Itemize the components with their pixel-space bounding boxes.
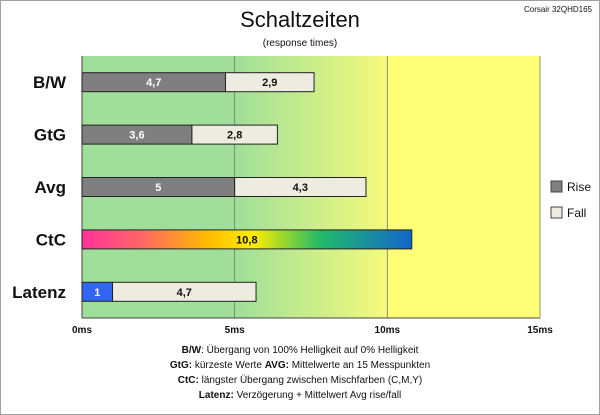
category-label: Latenz — [12, 283, 66, 302]
note-text: Verzögerung + Mittelwert Avg rise/fall — [234, 390, 401, 401]
note-text: längster Übergang zwischen Mischfarben (… — [199, 374, 422, 386]
category-label: GtG — [34, 126, 66, 145]
legend: Rise Fall — [550, 180, 591, 220]
chart-subtitle: (response times) — [263, 38, 337, 49]
data-label-rise: 4,7 — [146, 77, 161, 89]
data-label-fall: 4,3 — [293, 182, 308, 194]
bar-fall — [225, 72, 315, 93]
category-label: Avg — [35, 178, 67, 197]
data-label-ctc: 10,8 — [236, 234, 257, 246]
zone-slow — [387, 56, 540, 318]
model-label: Corsair 32QHD165 — [524, 5, 593, 14]
data-label-fall: 2,8 — [227, 130, 242, 142]
x-tick-label: 5ms — [225, 325, 245, 336]
note-term: AVG: — [265, 360, 289, 371]
bar-fall — [191, 124, 278, 145]
plot-area: 4,7 2,9 3,6 2,8 5 4,3 10,8 1 4,7 — [81, 56, 541, 319]
legend-label-rise: Rise — [567, 180, 591, 194]
chart-title: Schaltzeiten — [240, 7, 360, 32]
legend-label-fall: Fall — [567, 206, 586, 220]
note-text: kürzeste Werte — [192, 360, 265, 371]
data-label-rise: 1 — [94, 287, 100, 299]
bar-fall — [234, 177, 367, 197]
legend-swatch-fall — [550, 206, 563, 219]
note-line: CtC: längster Übergang zwischen Mischfar… — [178, 374, 423, 386]
notes: B/W: Übergang von 100% Helligkeit auf 0%… — [170, 344, 430, 401]
note-line: GtG: kürzeste Werte AVG: Mittelwerte an … — [170, 360, 430, 371]
category-label: CtC — [36, 230, 66, 249]
note-term: GtG: — [170, 360, 192, 371]
data-label-rise: 3,6 — [129, 130, 144, 142]
legend-swatch-rise — [550, 180, 563, 193]
x-tick-label: 10ms — [375, 325, 401, 336]
x-tick-label: 15ms — [527, 325, 553, 336]
note-line: B/W: Übergang von 100% Helligkeit auf 0%… — [182, 344, 419, 356]
note-text: : Übergang von 100% Helligkeit auf 0% He… — [201, 344, 419, 356]
note-term: B/W — [182, 345, 202, 356]
x-tick-label: 0ms — [72, 325, 92, 336]
bar-fall — [112, 281, 257, 302]
bar-ctc — [81, 229, 413, 250]
data-label-rise: 5 — [155, 182, 161, 194]
note-term: Latenz: — [199, 390, 234, 401]
note-text: Mittelwerte an 15 Messpunkten — [289, 360, 430, 371]
x-axis-ticks: 0ms 5ms 10ms 15ms — [72, 325, 553, 336]
data-label-fall: 4,7 — [177, 287, 192, 299]
data-label-fall: 2,9 — [262, 77, 277, 89]
note-line: Latenz: Verzögerung + Mittelwert Avg ris… — [199, 390, 401, 401]
note-term: CtC: — [178, 375, 199, 386]
category-labels: B/W GtG Avg CtC Latenz — [12, 73, 67, 302]
category-label: B/W — [33, 73, 67, 92]
